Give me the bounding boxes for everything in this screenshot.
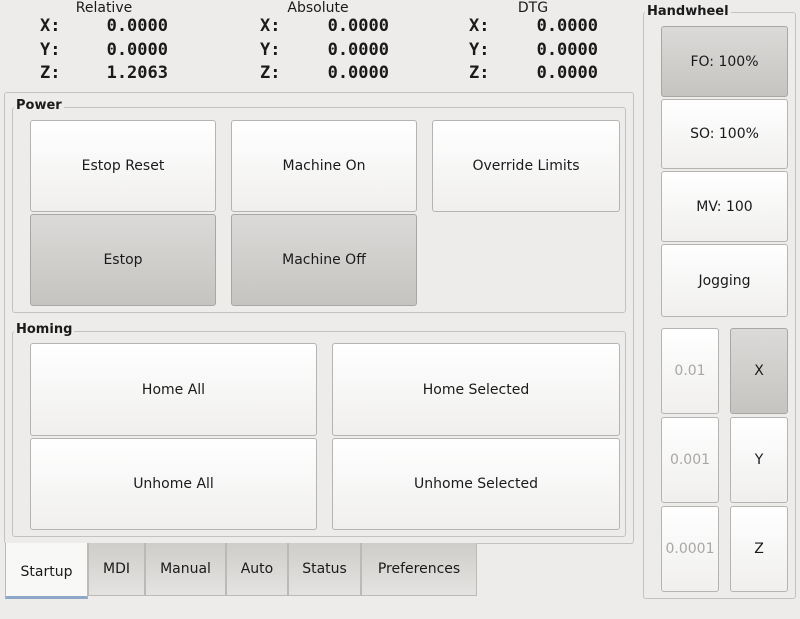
axis-value: 0.0000 (536, 40, 598, 60)
unhome-selected-button[interactable]: Unhome Selected (332, 438, 620, 530)
axis-label: Y: (40, 40, 61, 60)
axis-label: X: (469, 16, 490, 36)
axis-value: 0.0000 (327, 40, 389, 60)
axis-value: 0.0000 (106, 16, 168, 36)
dro-header: DTG (517, 0, 549, 16)
estop-reset-button[interactable]: Estop Reset (30, 120, 216, 212)
axis-value: 0.0000 (327, 63, 389, 83)
override-limits-button[interactable]: Override Limits (432, 120, 620, 212)
axis-value: 1.2063 (106, 63, 168, 83)
power-title: Power (14, 98, 64, 113)
tab-preferences[interactable]: Preferences (361, 543, 477, 596)
tab-startup[interactable]: Startup (5, 543, 88, 599)
spindle-override-button[interactable]: SO: 100% (661, 99, 788, 169)
tab-manual[interactable]: Manual (145, 543, 226, 596)
feed-override-button[interactable]: FO: 100% (661, 26, 788, 97)
power-group (12, 107, 626, 313)
increment-0-01-button[interactable]: 0.01 (661, 328, 719, 414)
axis-value: 0.0000 (327, 16, 389, 36)
axis-z-button[interactable]: Z (730, 506, 788, 592)
dro-header: Absolute (287, 0, 349, 16)
axis-label: Z: (260, 63, 281, 83)
handwheel-title: Handwheel (645, 4, 731, 19)
homing-title: Homing (14, 322, 75, 337)
machine-on-button[interactable]: Machine On (231, 120, 417, 212)
axis-value: 0.0000 (536, 63, 598, 83)
axis-x-button[interactable]: X (730, 328, 788, 414)
axis-label: Z: (40, 63, 61, 83)
increment-0-0001-button[interactable]: 0.0001 (661, 506, 719, 592)
tab-status[interactable]: Status (288, 543, 361, 596)
axis-label: Z: (469, 63, 490, 83)
tab-auto[interactable]: Auto (226, 543, 288, 596)
axis-value: 0.0000 (106, 40, 168, 60)
increment-0-001-button[interactable]: 0.001 (661, 417, 719, 503)
homing-group (12, 331, 626, 537)
home-all-button[interactable]: Home All (30, 343, 317, 436)
axis-label: X: (260, 16, 281, 36)
axis-value: 0.0000 (536, 16, 598, 36)
max-velocity-button[interactable]: MV: 100 (661, 171, 788, 242)
unhome-all-button[interactable]: Unhome All (30, 438, 317, 530)
axis-label: Y: (469, 40, 490, 60)
estop-button[interactable]: Estop (30, 214, 216, 306)
home-selected-button[interactable]: Home Selected (332, 343, 620, 436)
axis-label: X: (40, 16, 61, 36)
tab-mdi[interactable]: MDI (88, 543, 145, 596)
axis-label: Y: (260, 40, 281, 60)
machine-off-button[interactable]: Machine Off (231, 214, 417, 306)
axis-y-button[interactable]: Y (730, 417, 788, 503)
jogging-button[interactable]: Jogging (661, 244, 788, 317)
dro-header: Relative (75, 0, 133, 16)
